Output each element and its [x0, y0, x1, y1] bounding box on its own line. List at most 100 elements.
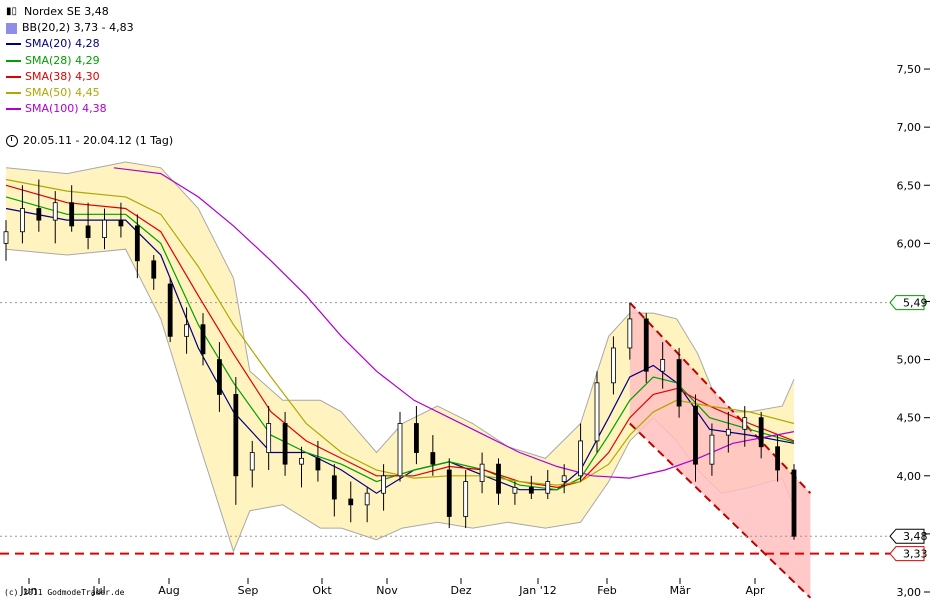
candle-body	[414, 423, 419, 453]
legend: ▮▯ Nordex SE 3,48 BB(20,2) 3,73 - 4,83 SM…	[6, 4, 134, 117]
candle-body	[331, 475, 337, 500]
candlestick-icon: ▮▯	[6, 6, 18, 17]
candle-body	[397, 423, 403, 477]
legend-item: SMA(20) 4,28	[6, 36, 134, 52]
price-marker-box	[889, 295, 925, 311]
price-marker-box	[889, 546, 925, 562]
candle-body	[102, 219, 107, 238]
x-tick-label: Jun	[19, 584, 37, 597]
candle-body	[660, 359, 666, 372]
candle-body	[299, 457, 304, 465]
legend-item: SMA(50) 4,45	[6, 85, 134, 101]
clock-icon	[6, 134, 18, 147]
legend-swatch	[6, 75, 21, 78]
candle-body	[463, 481, 469, 517]
legend-swatch	[6, 22, 17, 34]
legend-label: SMA(38) 4,30	[25, 69, 100, 83]
candle-body	[528, 487, 534, 494]
legend-items: BB(20,2) 3,73 - 4,83 SMA(20) 4,28 SMA(28) …	[6, 20, 134, 117]
legend-label: SMA(50) 4,45	[25, 85, 100, 99]
candle-body	[775, 446, 780, 471]
candle-body	[693, 405, 698, 465]
candle-body	[315, 457, 321, 471]
candle-body	[446, 469, 452, 517]
candle-body	[791, 469, 797, 537]
period-label: 20.05.11 - 20.04.12 (1 Tag)	[6, 134, 173, 147]
legend-item: SMA(38) 4,30	[6, 69, 134, 85]
x-tick-label: Okt	[312, 584, 332, 597]
candle-body	[134, 225, 140, 262]
candle-body	[594, 382, 600, 442]
candle-body	[85, 225, 91, 238]
price-marker-label: 3,48	[903, 530, 928, 543]
legend-item: SMA(100) 4,38	[6, 101, 134, 117]
y-tick-label: 6,00	[897, 237, 922, 250]
candle-body	[611, 347, 616, 384]
legend-swatch	[6, 59, 21, 62]
channel-upper-line	[629, 301, 812, 494]
candle-body	[200, 324, 206, 355]
candle-body	[725, 428, 731, 436]
trend-channel	[629, 302, 811, 598]
candle-body	[742, 417, 748, 430]
legend-swatch	[6, 92, 21, 95]
bollinger-upper-line	[5, 161, 795, 459]
candle-body	[184, 324, 189, 337]
y-tick-label: 3,00	[897, 586, 922, 599]
y-tick-label: 4,50	[897, 412, 922, 425]
candle-body	[512, 487, 518, 494]
x-tick-label: Aug	[158, 584, 179, 597]
legend-label: SMA(28) 4,29	[25, 53, 100, 67]
x-tick-label: Apr	[745, 584, 765, 597]
candle-body	[676, 359, 682, 407]
candle-body	[496, 463, 501, 494]
candle-body	[561, 475, 567, 482]
x-tick-label: Mär	[670, 584, 691, 597]
y-tick-label: 4,00	[897, 470, 922, 483]
x-tick-label: Nov	[376, 584, 398, 597]
y-tick-label: 7,00	[897, 121, 922, 134]
period-text: 20.05.11 - 20.04.12 (1 Tag)	[23, 134, 174, 147]
candle-body	[348, 498, 354, 506]
price-marker-box	[889, 528, 925, 544]
candle-body	[479, 463, 485, 483]
candle-body	[167, 283, 173, 337]
legend-label: SMA(100) 4,38	[25, 102, 107, 116]
candle-body	[3, 231, 9, 244]
price-marker-label: 5,49	[903, 297, 928, 310]
candle-body	[249, 452, 255, 471]
x-tick-label: Dez	[450, 584, 471, 597]
candle-body	[118, 219, 124, 227]
candle-body	[52, 202, 58, 221]
copyright: (c) 2011 GodmodeTrader.de	[4, 588, 125, 597]
y-tick-label: 5,00	[897, 354, 922, 367]
y-tick-label: 7,50	[897, 63, 922, 76]
x-tick-label: Feb	[597, 584, 616, 597]
candle-body	[266, 423, 272, 453]
candle-body	[430, 452, 436, 465]
candle-body	[578, 440, 583, 477]
candle-body	[282, 423, 288, 465]
legend-swatch	[6, 43, 21, 46]
candle-body	[364, 492, 370, 506]
legend-swatch	[6, 108, 21, 111]
legend-label: BB(20,2) 3,73 - 4,83	[22, 21, 134, 35]
x-tick-label: Jan '12	[518, 584, 556, 597]
candle-body	[545, 481, 551, 494]
legend-label: SMA(20) 4,28	[25, 37, 100, 51]
x-tick-label: Jul	[91, 584, 105, 597]
sma-line	[113, 167, 795, 479]
candle-body	[709, 434, 715, 465]
candle-body	[381, 475, 386, 494]
candle-body	[217, 359, 222, 395]
channel-lower-line	[629, 422, 812, 599]
legend-title-row: ▮▯ Nordex SE 3,48	[6, 4, 134, 20]
candle-body	[20, 208, 25, 233]
x-tick-label: Sep	[238, 584, 259, 597]
price-marker-label: 3,33	[903, 548, 928, 561]
candle-body	[69, 202, 75, 227]
y-tick-label: 6,50	[897, 179, 922, 192]
legend-item: SMA(28) 4,29	[6, 53, 134, 69]
